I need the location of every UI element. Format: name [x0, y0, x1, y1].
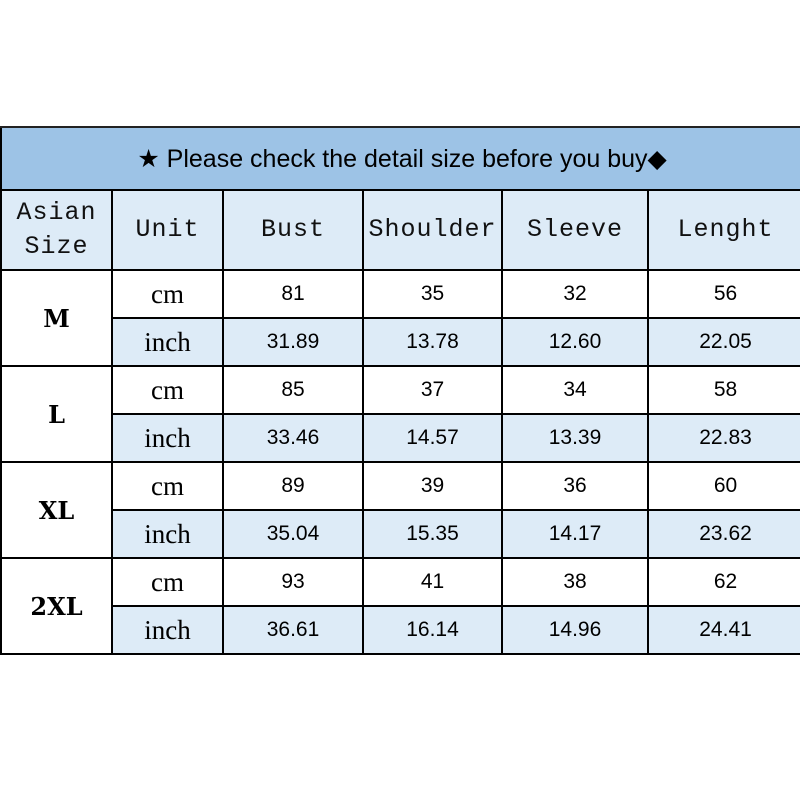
- unit-cell: cm: [111, 461, 224, 511]
- unit-cell: inch: [111, 605, 224, 655]
- table-row: inch 33.46 14.57 13.39 22.83: [1, 413, 800, 463]
- size-label: XL: [0, 461, 113, 559]
- value-cell: 14.57: [362, 413, 503, 463]
- header-row: Asian Size Unit Bust Shoulder Sleeve Len…: [0, 189, 800, 271]
- value-cell: 85: [222, 365, 364, 415]
- value-cell: 41: [362, 557, 503, 607]
- header-length: Lenght: [646, 189, 800, 271]
- header-sleeve: Sleeve: [501, 189, 649, 271]
- header-bust: Bust: [222, 189, 364, 271]
- value-cell: 35.04: [222, 509, 364, 559]
- value-cell: 31.89: [222, 317, 364, 367]
- value-cell: 23.62: [646, 509, 800, 559]
- value-cell: 62: [646, 557, 800, 607]
- unit-cell: inch: [111, 317, 224, 367]
- value-cell: 81: [222, 269, 364, 319]
- value-cell: 56: [646, 269, 800, 319]
- unit-cell: cm: [111, 557, 224, 607]
- unit-cell: cm: [111, 269, 224, 319]
- value-cell: 38: [501, 557, 649, 607]
- unit-cell: cm: [111, 365, 224, 415]
- value-cell: 22.83: [646, 413, 800, 463]
- header-unit: Unit: [111, 189, 224, 271]
- table-row: 2XL cm 93 41 38 62: [0, 557, 800, 655]
- header-asian-size: Asian Size: [0, 189, 113, 271]
- size-chart-title: ★ Please check the detail size before yo…: [0, 126, 800, 191]
- size-label: M: [0, 269, 113, 367]
- unit-cell: inch: [111, 509, 224, 559]
- value-cell: 37: [362, 365, 503, 415]
- value-cell: 32: [501, 269, 649, 319]
- value-cell: 36: [501, 461, 649, 511]
- value-cell: 33.46: [222, 413, 364, 463]
- value-cell: 35: [362, 269, 503, 319]
- value-cell: 24.41: [646, 605, 800, 655]
- value-cell: 60: [646, 461, 800, 511]
- value-cell: 58: [646, 365, 800, 415]
- value-cell: 14.96: [501, 605, 649, 655]
- value-cell: 15.35: [362, 509, 503, 559]
- table-row: inch 36.61 16.14 14.96 24.41: [1, 605, 800, 655]
- value-cell: 13.39: [501, 413, 649, 463]
- value-cell: 39: [362, 461, 503, 511]
- table-row: inch 31.89 13.78 12.60 22.05: [1, 317, 800, 367]
- value-cell: 16.14: [362, 605, 503, 655]
- value-cell: 22.05: [646, 317, 800, 367]
- value-cell: 93: [222, 557, 364, 607]
- value-cell: 13.78: [362, 317, 503, 367]
- unit-cell: inch: [111, 413, 224, 463]
- value-cell: 34: [501, 365, 649, 415]
- table-row: XL cm 89 39 36 60: [0, 461, 800, 559]
- table-row: inch 35.04 15.35 14.17 23.62: [1, 509, 800, 559]
- header-shoulder: Shoulder: [362, 189, 503, 271]
- value-cell: 14.17: [501, 509, 649, 559]
- value-cell: 36.61: [222, 605, 364, 655]
- size-chart-table: ★ Please check the detail size before yo…: [0, 126, 800, 655]
- value-cell: 12.60: [501, 317, 649, 367]
- size-label: 2XL: [0, 557, 113, 655]
- size-label: L: [0, 365, 113, 463]
- value-cell: 89: [222, 461, 364, 511]
